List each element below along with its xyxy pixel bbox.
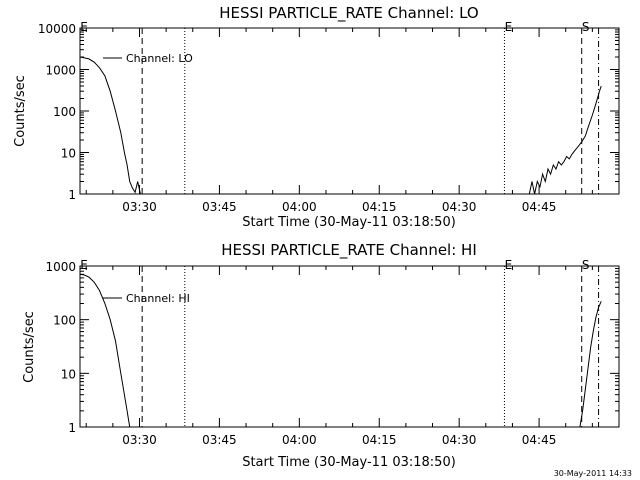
- y-axis-label-hi: Counts/sec: [22, 311, 37, 383]
- y-tick-label: 10: [61, 147, 76, 161]
- plot-frame-hi: [79, 265, 620, 428]
- x-tick-label: 03:30: [122, 200, 157, 214]
- event-marker-label: E: [80, 258, 88, 272]
- y-tick-label: 1: [68, 421, 76, 435]
- x-tick-label: 04:30: [442, 200, 477, 214]
- chart-title-hi: HESSI PARTICLE_RATE Channel: HI: [221, 241, 477, 260]
- event-marker-label: S: [582, 20, 590, 34]
- x-tick-label: 04:45: [522, 433, 557, 447]
- x-tick-label: 04:15: [362, 200, 397, 214]
- event-marker-label: E: [80, 20, 88, 34]
- x-tick-label: 04:00: [282, 200, 317, 214]
- series-line: [528, 85, 602, 195]
- x-tick-label: 03:45: [202, 433, 237, 447]
- x-tick-label: 03:30: [122, 433, 157, 447]
- x-axis-label-hi: Start Time (30-May-11 03:18:50): [242, 455, 456, 470]
- legend-label-hi: Channel: HI: [126, 292, 190, 305]
- y-axis-label-lo: Counts/sec: [13, 75, 28, 147]
- legend-label-lo: Channel: LO: [126, 52, 193, 65]
- y-tick-label: 10: [61, 367, 76, 381]
- y-tick-label: 1: [68, 188, 76, 202]
- x-tick-label: 04:15: [362, 433, 397, 447]
- plot-marks-lo: 1 10 100 1000 10000 03:30 03:45 04:00 04:15 04:30…: [38, 20, 620, 214]
- x-axis-label-lo: Start Time (30-May-11 03:18:50): [242, 215, 456, 230]
- x-tick-label: 04:30: [442, 433, 477, 447]
- series-line: [79, 273, 131, 428]
- chart-panel-lo: HESSI PARTICLE_RATE Channel: LO Counts/s…: [13, 4, 620, 230]
- y-tick-label: 1000: [45, 64, 76, 78]
- chart-panel-hi: HESSI PARTICLE_RATE Channel: HI Counts/s…: [22, 241, 620, 470]
- chart-title-lo: HESSI PARTICLE_RATE Channel: LO: [219, 4, 478, 23]
- series-line: [79, 56, 141, 195]
- event-marker-label: E: [505, 258, 513, 272]
- y-tick-label: 10000: [38, 22, 76, 36]
- y-tick-label: 100: [53, 314, 76, 328]
- x-tick-label: 04:00: [282, 433, 317, 447]
- y-tick-label: 1000: [45, 260, 76, 274]
- event-marker-label: S: [582, 258, 590, 272]
- x-tick-label: 04:45: [522, 200, 557, 214]
- event-marker-label: E: [505, 20, 513, 34]
- y-tick-label: 100: [53, 105, 76, 119]
- plot-marks-hi: 1 10 100 1000 03:30 03:45 04:00 04:15 04:30 04:45…: [45, 258, 620, 447]
- series-line: [579, 301, 602, 428]
- x-tick-label: 03:45: [202, 200, 237, 214]
- footer-timestamp: 30-May-2011 14:33: [553, 469, 632, 478]
